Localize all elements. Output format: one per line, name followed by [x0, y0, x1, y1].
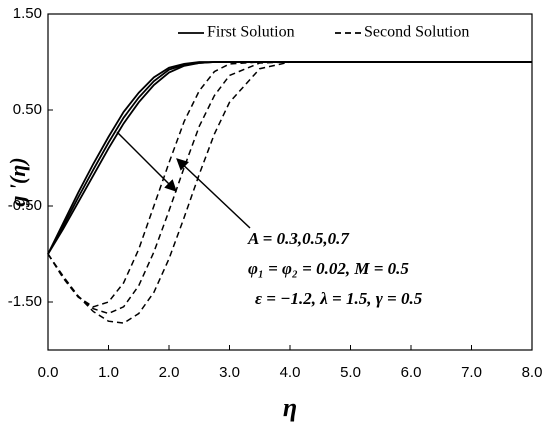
curve — [47, 61, 532, 324]
y-tick-label: -1.50 — [8, 293, 42, 310]
arrow — [176, 158, 251, 229]
y-tick-label: 1.50 — [13, 5, 42, 22]
legend-label: Second Solution — [364, 24, 469, 41]
curve — [47, 61, 532, 255]
x-tick-label: 4.0 — [280, 364, 301, 381]
x-tick-label: 1.0 — [98, 364, 119, 381]
curve — [47, 61, 532, 255]
annotation: A = 0.3,0.5,0.7 — [247, 229, 350, 248]
y-axis-label: g '(η) — [5, 157, 30, 207]
x-axis-label: η — [283, 393, 297, 422]
x-tick-label: 2.0 — [159, 364, 180, 381]
curve — [47, 61, 532, 255]
arrow — [116, 131, 177, 192]
x-tick-label: 3.0 — [219, 364, 240, 381]
annotation: ε = −1.2, λ = 1.5, γ = 0.5 — [255, 289, 423, 308]
legend-label: First Solution — [207, 24, 295, 41]
y-tick-label: 0.50 — [13, 101, 42, 118]
x-tick-label: 0.0 — [38, 364, 59, 381]
y-tick-label: -0.50 — [8, 197, 42, 214]
annotation: φ₁ = φ₂ = 0.02, M = 0.5 — [248, 259, 409, 278]
x-tick-label: 6.0 — [401, 364, 422, 381]
x-tick-label: 8.0 — [522, 364, 543, 381]
x-tick-label: 7.0 — [461, 364, 482, 381]
x-tick-label: 5.0 — [340, 364, 361, 381]
